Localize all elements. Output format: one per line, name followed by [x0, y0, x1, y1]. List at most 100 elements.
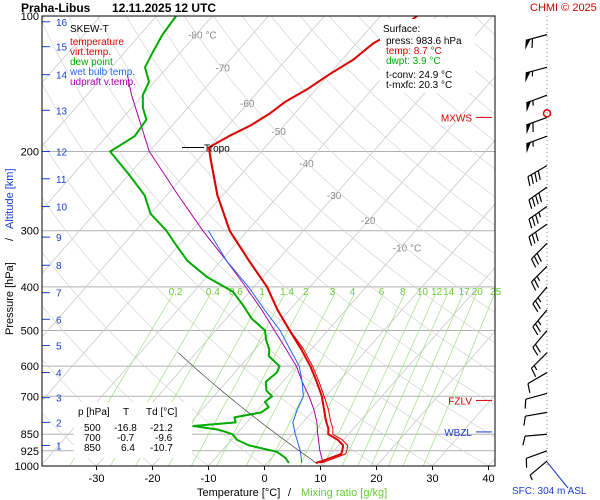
- altitude-tick-label: 2: [56, 418, 62, 429]
- isotherm-line: [432, 394, 496, 467]
- isotherm-line: [208, 140, 496, 467]
- wind-barb: [525, 450, 548, 468]
- wind-barb-flag: [532, 122, 534, 133]
- max-wind-marker: [542, 109, 552, 118]
- wind-barb-flag: [534, 214, 539, 224]
- wind-barb-flag: [527, 176, 531, 187]
- wind-barb-staff: [526, 116, 548, 126]
- mixing-ratio-label: 6: [379, 287, 385, 298]
- mixing-ratio-line: [370, 294, 448, 467]
- wind-barb: [526, 94, 548, 113]
- wind-barb-flag: [538, 192, 543, 203]
- mixing-ratio-label: 14: [443, 287, 455, 298]
- wind-barb-staff: [527, 372, 548, 385]
- isotherm-line: [264, 203, 496, 467]
- wind-barb-staff: [525, 411, 548, 417]
- wind-barb-flag: [522, 436, 526, 446]
- wind-barb-flag: [532, 347, 539, 356]
- axis-ticks: 1002003004005006007008509251000161514131…: [15, 11, 495, 485]
- legend-dew-point: dew point: [70, 57, 113, 68]
- level-label: WBZL: [444, 428, 472, 439]
- wind-barb-flag: [534, 323, 541, 333]
- mixing-ratio-label: 2: [303, 287, 309, 298]
- surface-temp: temp: 8.7 °C: [386, 46, 442, 57]
- dry-adiabat: [183, 15, 496, 313]
- wind-barb-flag: [528, 199, 533, 209]
- wind-barb-half: [532, 100, 534, 106]
- dew-point-profile: [109, 15, 290, 464]
- temperature-tick-label: 20: [370, 473, 382, 485]
- wind-barb: [532, 309, 548, 336]
- isotherm-line: [41, 15, 157, 147]
- pressure-tick-label: 200: [21, 146, 39, 158]
- wind-barb-flag: [531, 234, 536, 244]
- altitude-tick-label: 7: [56, 289, 62, 300]
- wind-barb-half: [532, 141, 534, 147]
- isotherm-line: [41, 15, 269, 274]
- mixing-ratio-label: 0.4: [206, 287, 220, 298]
- tropopause-label: Tropo: [204, 144, 230, 155]
- isotherm-label: -50: [271, 127, 286, 138]
- isotherm-line: [41, 15, 213, 211]
- pressure-tick-label: 1000: [15, 461, 39, 473]
- isotherm-line: [41, 15, 325, 338]
- mixing-ratio-label: 4: [350, 287, 356, 298]
- dry-adiabat: [270, 15, 496, 226]
- table-header-t: T: [123, 407, 129, 418]
- wind-barb-pennant: [526, 101, 532, 113]
- plot-frame: [41, 15, 496, 467]
- surface-title: Surface:: [383, 24, 420, 35]
- wind-barb-flag: [531, 38, 534, 49]
- table-cell: 850: [84, 443, 101, 454]
- wind-barb-flag: [534, 231, 539, 242]
- altitude-tick-label: 10: [56, 202, 68, 213]
- altitude-tick-label: 9: [56, 233, 62, 244]
- isotherm-line: [41, 15, 381, 401]
- wet-bulb-profile: [207, 230, 304, 464]
- wind-barb-flag: [532, 303, 539, 313]
- pressure-tick-label: 925: [21, 446, 39, 458]
- mixing-ratio-line: [191, 294, 285, 467]
- wind-barb: [527, 372, 548, 393]
- table-cell: 700: [84, 433, 101, 444]
- virtual-temperature-profile: [208, 15, 418, 464]
- y-axis-titles: Pressure [hPa] / Altitude [km]: [4, 168, 16, 335]
- mixing-ratio-label: 0.6: [229, 287, 243, 298]
- wind-barb: [526, 135, 548, 154]
- table-cell: -9.6: [155, 433, 173, 444]
- altitude-tick-label: 4: [56, 369, 62, 380]
- isotherm-line: [41, 15, 437, 465]
- legend-wet-bulb: wet bulb temp.: [69, 67, 135, 78]
- legend: SKEW-T temperature virt.temp. dew point …: [69, 24, 136, 88]
- mixing-ratio-label: 8: [400, 287, 406, 298]
- sounding-profiles: Tropo MXWS FZLV WBZL: [109, 15, 492, 464]
- wind-barb-flag: [523, 416, 526, 426]
- wind-barb: [532, 330, 548, 356]
- datetime-title: 12.11.2025 12 UTC: [112, 1, 216, 15]
- altitude-tick-label: 6: [56, 315, 62, 326]
- x-axis-separator: /: [288, 487, 292, 499]
- table-cell: 6.4: [121, 443, 135, 454]
- wind-barb-flag: [528, 218, 533, 229]
- table-cell: -16.8: [114, 423, 137, 434]
- mixing-ratio-line: [299, 294, 384, 467]
- wind-barb: [523, 411, 548, 426]
- mixing-ratio-line: [402, 294, 477, 467]
- altitude-tick-label: 11: [56, 175, 67, 186]
- wind-barb: [530, 242, 548, 268]
- wind-barb-flag: [534, 194, 539, 205]
- wind-barb-flag: [525, 458, 528, 468]
- temperature-tick-label: 30: [426, 473, 438, 485]
- wind-barb-half: [531, 71, 534, 77]
- wind-barb: [530, 352, 548, 377]
- isotherm-label: -30: [327, 191, 342, 202]
- wind-barb-flag: [532, 326, 539, 336]
- altitude-tick-label: 1: [56, 441, 62, 452]
- wind-barb-flag: [531, 216, 536, 227]
- wind-barb-half: [537, 297, 542, 303]
- pressure-tick-label: 600: [21, 361, 39, 373]
- wind-barb: [528, 186, 548, 209]
- copyright: CHMI © 2025: [530, 2, 597, 14]
- surface-info-bg: [380, 19, 475, 93]
